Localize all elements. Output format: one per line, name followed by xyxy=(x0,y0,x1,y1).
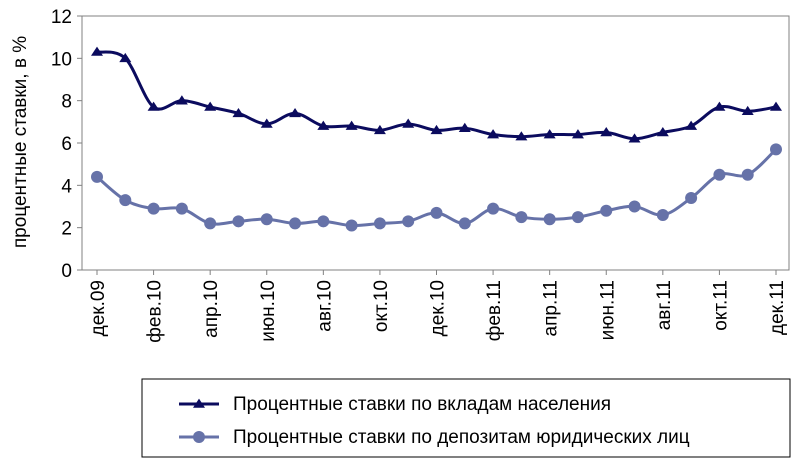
y-axis: 0 2 4 6 8 10 12 xyxy=(51,7,82,282)
y-tick-label: 8 xyxy=(61,92,72,113)
data-point-triangle xyxy=(289,107,302,118)
x-tick-label: апр.11 xyxy=(541,280,562,336)
data-point-circle xyxy=(600,204,613,217)
data-point-triangle xyxy=(232,107,245,118)
data-point-circle xyxy=(317,215,330,228)
x-tick-label: фев.10 xyxy=(145,280,166,343)
data-point-triangle xyxy=(656,127,669,137)
x-tick-label: июн.11 xyxy=(597,280,618,340)
data-point-circle xyxy=(260,213,273,226)
x-tick-label: дек.10 xyxy=(428,280,449,336)
data-point-triangle xyxy=(260,118,273,128)
data-point-triangle xyxy=(685,120,698,130)
data-point-triangle xyxy=(373,124,386,135)
data-point-triangle xyxy=(600,127,613,137)
data-point-triangle xyxy=(91,46,103,56)
data-point-triangle xyxy=(119,52,132,63)
x-tick-label: авг.11 xyxy=(654,280,675,330)
series-group xyxy=(91,46,782,232)
data-point-triangle xyxy=(345,120,358,130)
y-axis-title: процентные ставки, в % xyxy=(10,36,31,248)
x-tick-label: окт.11 xyxy=(710,280,731,331)
data-point-circle xyxy=(741,168,754,181)
legend-symbol-triangle xyxy=(179,398,219,408)
x-axis: дек.09 фев.10 апр.10 июн.10 авг.10 окт.10 дек.… xyxy=(88,270,788,343)
data-point-circle xyxy=(487,202,500,215)
data-point-triangle xyxy=(458,122,471,132)
plot-area-frame xyxy=(81,15,790,271)
data-point-circle xyxy=(656,208,669,221)
data-point-circle xyxy=(430,206,443,219)
data-point-circle xyxy=(175,202,188,215)
x-tick-label: апр.10 xyxy=(201,280,222,338)
data-point-triangle xyxy=(543,129,556,139)
data-point-triangle xyxy=(402,118,415,128)
data-point-triangle xyxy=(317,120,330,130)
series-1 xyxy=(91,143,782,232)
x-tick-label: окт.10 xyxy=(371,280,392,332)
data-point-circle xyxy=(543,213,556,226)
data-point-circle xyxy=(289,217,302,230)
data-point-triangle xyxy=(147,101,160,111)
x-tick-label: дек.11 xyxy=(767,280,788,335)
legend-label-population: Процентные ставки по вкладам населения xyxy=(233,394,611,415)
legend-marker-circle xyxy=(193,431,205,443)
data-point-circle xyxy=(345,219,358,232)
data-point-circle xyxy=(232,215,245,228)
legend-label-legal-entities: Процентные ставки по депозитам юридическ… xyxy=(233,427,690,448)
data-point-circle xyxy=(402,215,415,228)
y-tick-label: 6 xyxy=(61,134,72,155)
data-point-circle xyxy=(373,217,386,230)
legend: Процентные ставки по вкладам населения П… xyxy=(141,378,791,458)
data-point-triangle xyxy=(628,133,641,143)
x-tick-label: июн.10 xyxy=(258,280,279,342)
legend-item-population: Процентные ставки по вкладам населения xyxy=(179,394,611,415)
data-point-triangle xyxy=(713,101,726,111)
y-tick-label: 2 xyxy=(61,219,72,240)
data-point-circle xyxy=(628,200,641,213)
data-point-triangle xyxy=(515,131,528,141)
data-point-triangle xyxy=(770,101,782,111)
series-0 xyxy=(91,46,782,143)
y-tick-label: 0 xyxy=(61,261,72,282)
data-point-triangle xyxy=(487,129,500,139)
legend-symbol-circle xyxy=(179,431,219,443)
data-point-circle xyxy=(147,202,160,215)
data-point-triangle xyxy=(175,95,188,105)
data-point-circle xyxy=(571,211,584,224)
data-point-circle xyxy=(515,211,528,224)
data-point-triangle xyxy=(741,105,754,116)
x-tick-label: авг.10 xyxy=(314,280,335,332)
data-point-circle xyxy=(91,170,103,183)
data-point-triangle xyxy=(430,124,443,135)
x-tick-label: фев.11 xyxy=(484,280,505,341)
y-tick-label: 4 xyxy=(61,176,72,197)
legend-box xyxy=(141,378,791,458)
y-tick-label: 10 xyxy=(51,49,72,70)
legend-marker-triangle xyxy=(193,398,205,408)
data-point-triangle xyxy=(204,101,217,111)
x-tick-label: дек.09 xyxy=(88,280,109,336)
data-point-circle xyxy=(685,192,698,205)
data-point-triangle xyxy=(571,129,584,139)
y-tick-label: 12 xyxy=(51,7,72,28)
data-point-circle xyxy=(770,143,782,156)
data-point-circle xyxy=(204,217,217,230)
data-point-circle xyxy=(713,168,726,181)
data-point-circle xyxy=(458,217,471,230)
data-point-circle xyxy=(119,194,132,207)
legend-item-legal-entities: Процентные ставки по депозитам юридическ… xyxy=(179,427,690,448)
